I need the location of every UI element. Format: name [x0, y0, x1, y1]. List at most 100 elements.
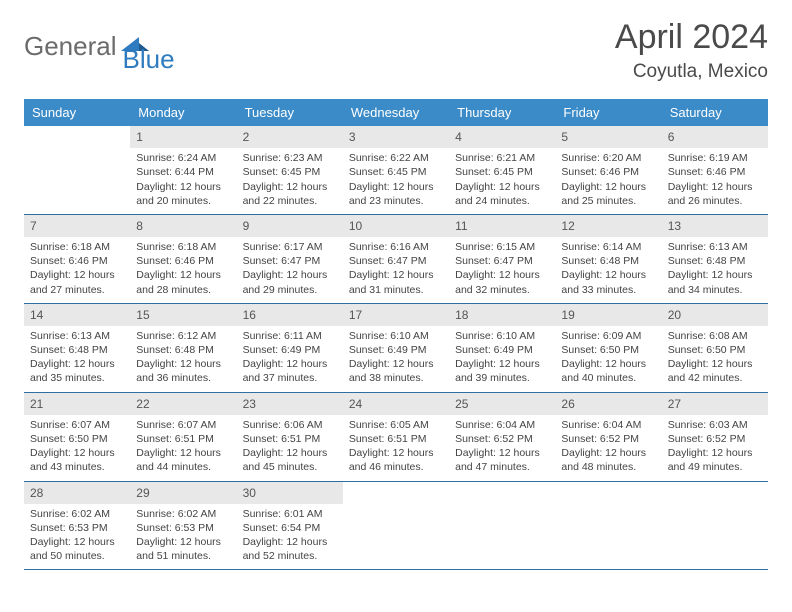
day-cell: 19Sunrise: 6:09 AMSunset: 6:50 PMDayligh…	[555, 304, 661, 392]
day-number: 9	[237, 215, 343, 237]
sunset-line: Sunset: 6:48 PM	[561, 254, 655, 268]
day-body: Sunrise: 6:03 AMSunset: 6:52 PMDaylight:…	[662, 415, 768, 481]
sunset-line: Sunset: 6:45 PM	[455, 165, 549, 179]
day-body: Sunrise: 6:05 AMSunset: 6:51 PMDaylight:…	[343, 415, 449, 481]
day-number: 8	[130, 215, 236, 237]
day-number: 5	[555, 126, 661, 148]
sunrise-line: Sunrise: 6:04 AM	[561, 418, 655, 432]
dow-friday: Friday	[555, 99, 661, 126]
logo-text-blue: Blue	[123, 44, 175, 75]
day-number: 20	[662, 304, 768, 326]
sunset-line: Sunset: 6:51 PM	[349, 432, 443, 446]
daylight-line: Daylight: 12 hours and 26 minutes.	[668, 180, 762, 208]
sunset-line: Sunset: 6:52 PM	[561, 432, 655, 446]
day-body: Sunrise: 6:04 AMSunset: 6:52 PMDaylight:…	[449, 415, 555, 481]
daylight-line: Daylight: 12 hours and 31 minutes.	[349, 268, 443, 296]
sunrise-line: Sunrise: 6:02 AM	[136, 507, 230, 521]
day-cell: 10Sunrise: 6:16 AMSunset: 6:47 PMDayligh…	[343, 215, 449, 303]
sunset-line: Sunset: 6:47 PM	[455, 254, 549, 268]
day-number: 13	[662, 215, 768, 237]
logo-text-general: General	[24, 31, 117, 62]
day-body: Sunrise: 6:19 AMSunset: 6:46 PMDaylight:…	[662, 148, 768, 214]
sunset-line: Sunset: 6:45 PM	[349, 165, 443, 179]
day-body: Sunrise: 6:07 AMSunset: 6:50 PMDaylight:…	[24, 415, 130, 481]
logo: General Blue	[24, 18, 175, 75]
day-body: Sunrise: 6:14 AMSunset: 6:48 PMDaylight:…	[555, 237, 661, 303]
day-cell	[555, 482, 661, 570]
daylight-line: Daylight: 12 hours and 39 minutes.	[455, 357, 549, 385]
day-body: Sunrise: 6:01 AMSunset: 6:54 PMDaylight:…	[237, 504, 343, 570]
page-title: April 2024	[615, 18, 768, 57]
day-body: Sunrise: 6:18 AMSunset: 6:46 PMDaylight:…	[24, 237, 130, 303]
sunrise-line: Sunrise: 6:07 AM	[30, 418, 124, 432]
day-number: 29	[130, 482, 236, 504]
dow-tuesday: Tuesday	[237, 99, 343, 126]
day-cell: 3Sunrise: 6:22 AMSunset: 6:45 PMDaylight…	[343, 126, 449, 214]
day-cell	[343, 482, 449, 570]
sunset-line: Sunset: 6:53 PM	[30, 521, 124, 535]
daylight-line: Daylight: 12 hours and 32 minutes.	[455, 268, 549, 296]
day-cell: 22Sunrise: 6:07 AMSunset: 6:51 PMDayligh…	[130, 393, 236, 481]
sunset-line: Sunset: 6:46 PM	[136, 254, 230, 268]
day-number: 16	[237, 304, 343, 326]
daylight-line: Daylight: 12 hours and 42 minutes.	[668, 357, 762, 385]
day-body: Sunrise: 6:10 AMSunset: 6:49 PMDaylight:…	[449, 326, 555, 392]
sunset-line: Sunset: 6:49 PM	[243, 343, 337, 357]
day-cell: 30Sunrise: 6:01 AMSunset: 6:54 PMDayligh…	[237, 482, 343, 570]
day-body: Sunrise: 6:04 AMSunset: 6:52 PMDaylight:…	[555, 415, 661, 481]
day-number: 26	[555, 393, 661, 415]
sunset-line: Sunset: 6:45 PM	[243, 165, 337, 179]
daylight-line: Daylight: 12 hours and 38 minutes.	[349, 357, 443, 385]
sunrise-line: Sunrise: 6:18 AM	[136, 240, 230, 254]
day-cell: 20Sunrise: 6:08 AMSunset: 6:50 PMDayligh…	[662, 304, 768, 392]
sunset-line: Sunset: 6:54 PM	[243, 521, 337, 535]
sunset-line: Sunset: 6:52 PM	[668, 432, 762, 446]
day-cell: 23Sunrise: 6:06 AMSunset: 6:51 PMDayligh…	[237, 393, 343, 481]
title-block: April 2024 Coyutla, Mexico	[615, 18, 768, 83]
week-row: 14Sunrise: 6:13 AMSunset: 6:48 PMDayligh…	[24, 304, 768, 393]
sunrise-line: Sunrise: 6:02 AM	[30, 507, 124, 521]
dow-header-row: Sunday Monday Tuesday Wednesday Thursday…	[24, 99, 768, 126]
daylight-line: Daylight: 12 hours and 36 minutes.	[136, 357, 230, 385]
sunrise-line: Sunrise: 6:09 AM	[561, 329, 655, 343]
sunrise-line: Sunrise: 6:04 AM	[455, 418, 549, 432]
dow-saturday: Saturday	[662, 99, 768, 126]
day-body: Sunrise: 6:07 AMSunset: 6:51 PMDaylight:…	[130, 415, 236, 481]
daylight-line: Daylight: 12 hours and 47 minutes.	[455, 446, 549, 474]
weeks-container: 1Sunrise: 6:24 AMSunset: 6:44 PMDaylight…	[24, 126, 768, 570]
location-label: Coyutla, Mexico	[615, 61, 768, 83]
sunrise-line: Sunrise: 6:08 AM	[668, 329, 762, 343]
day-cell: 17Sunrise: 6:10 AMSunset: 6:49 PMDayligh…	[343, 304, 449, 392]
day-cell: 29Sunrise: 6:02 AMSunset: 6:53 PMDayligh…	[130, 482, 236, 570]
day-body: Sunrise: 6:06 AMSunset: 6:51 PMDaylight:…	[237, 415, 343, 481]
week-row: 21Sunrise: 6:07 AMSunset: 6:50 PMDayligh…	[24, 393, 768, 482]
sunrise-line: Sunrise: 6:01 AM	[243, 507, 337, 521]
day-body: Sunrise: 6:08 AMSunset: 6:50 PMDaylight:…	[662, 326, 768, 392]
day-number: 15	[130, 304, 236, 326]
day-body: Sunrise: 6:16 AMSunset: 6:47 PMDaylight:…	[343, 237, 449, 303]
dow-sunday: Sunday	[24, 99, 130, 126]
daylight-line: Daylight: 12 hours and 34 minutes.	[668, 268, 762, 296]
day-cell: 27Sunrise: 6:03 AMSunset: 6:52 PMDayligh…	[662, 393, 768, 481]
day-cell: 5Sunrise: 6:20 AMSunset: 6:46 PMDaylight…	[555, 126, 661, 214]
sunrise-line: Sunrise: 6:13 AM	[30, 329, 124, 343]
day-cell: 2Sunrise: 6:23 AMSunset: 6:45 PMDaylight…	[237, 126, 343, 214]
day-body: Sunrise: 6:24 AMSunset: 6:44 PMDaylight:…	[130, 148, 236, 214]
day-cell: 13Sunrise: 6:13 AMSunset: 6:48 PMDayligh…	[662, 215, 768, 303]
sunrise-line: Sunrise: 6:13 AM	[668, 240, 762, 254]
sunset-line: Sunset: 6:51 PM	[136, 432, 230, 446]
day-cell: 26Sunrise: 6:04 AMSunset: 6:52 PMDayligh…	[555, 393, 661, 481]
sunrise-line: Sunrise: 6:20 AM	[561, 151, 655, 165]
day-number: 19	[555, 304, 661, 326]
week-row: 1Sunrise: 6:24 AMSunset: 6:44 PMDaylight…	[24, 126, 768, 215]
day-number: 21	[24, 393, 130, 415]
sunrise-line: Sunrise: 6:05 AM	[349, 418, 443, 432]
day-body: Sunrise: 6:02 AMSunset: 6:53 PMDaylight:…	[130, 504, 236, 570]
sunrise-line: Sunrise: 6:11 AM	[243, 329, 337, 343]
daylight-line: Daylight: 12 hours and 52 minutes.	[243, 535, 337, 563]
day-number: 17	[343, 304, 449, 326]
day-cell: 6Sunrise: 6:19 AMSunset: 6:46 PMDaylight…	[662, 126, 768, 214]
day-cell: 16Sunrise: 6:11 AMSunset: 6:49 PMDayligh…	[237, 304, 343, 392]
sunset-line: Sunset: 6:51 PM	[243, 432, 337, 446]
sunrise-line: Sunrise: 6:23 AM	[243, 151, 337, 165]
